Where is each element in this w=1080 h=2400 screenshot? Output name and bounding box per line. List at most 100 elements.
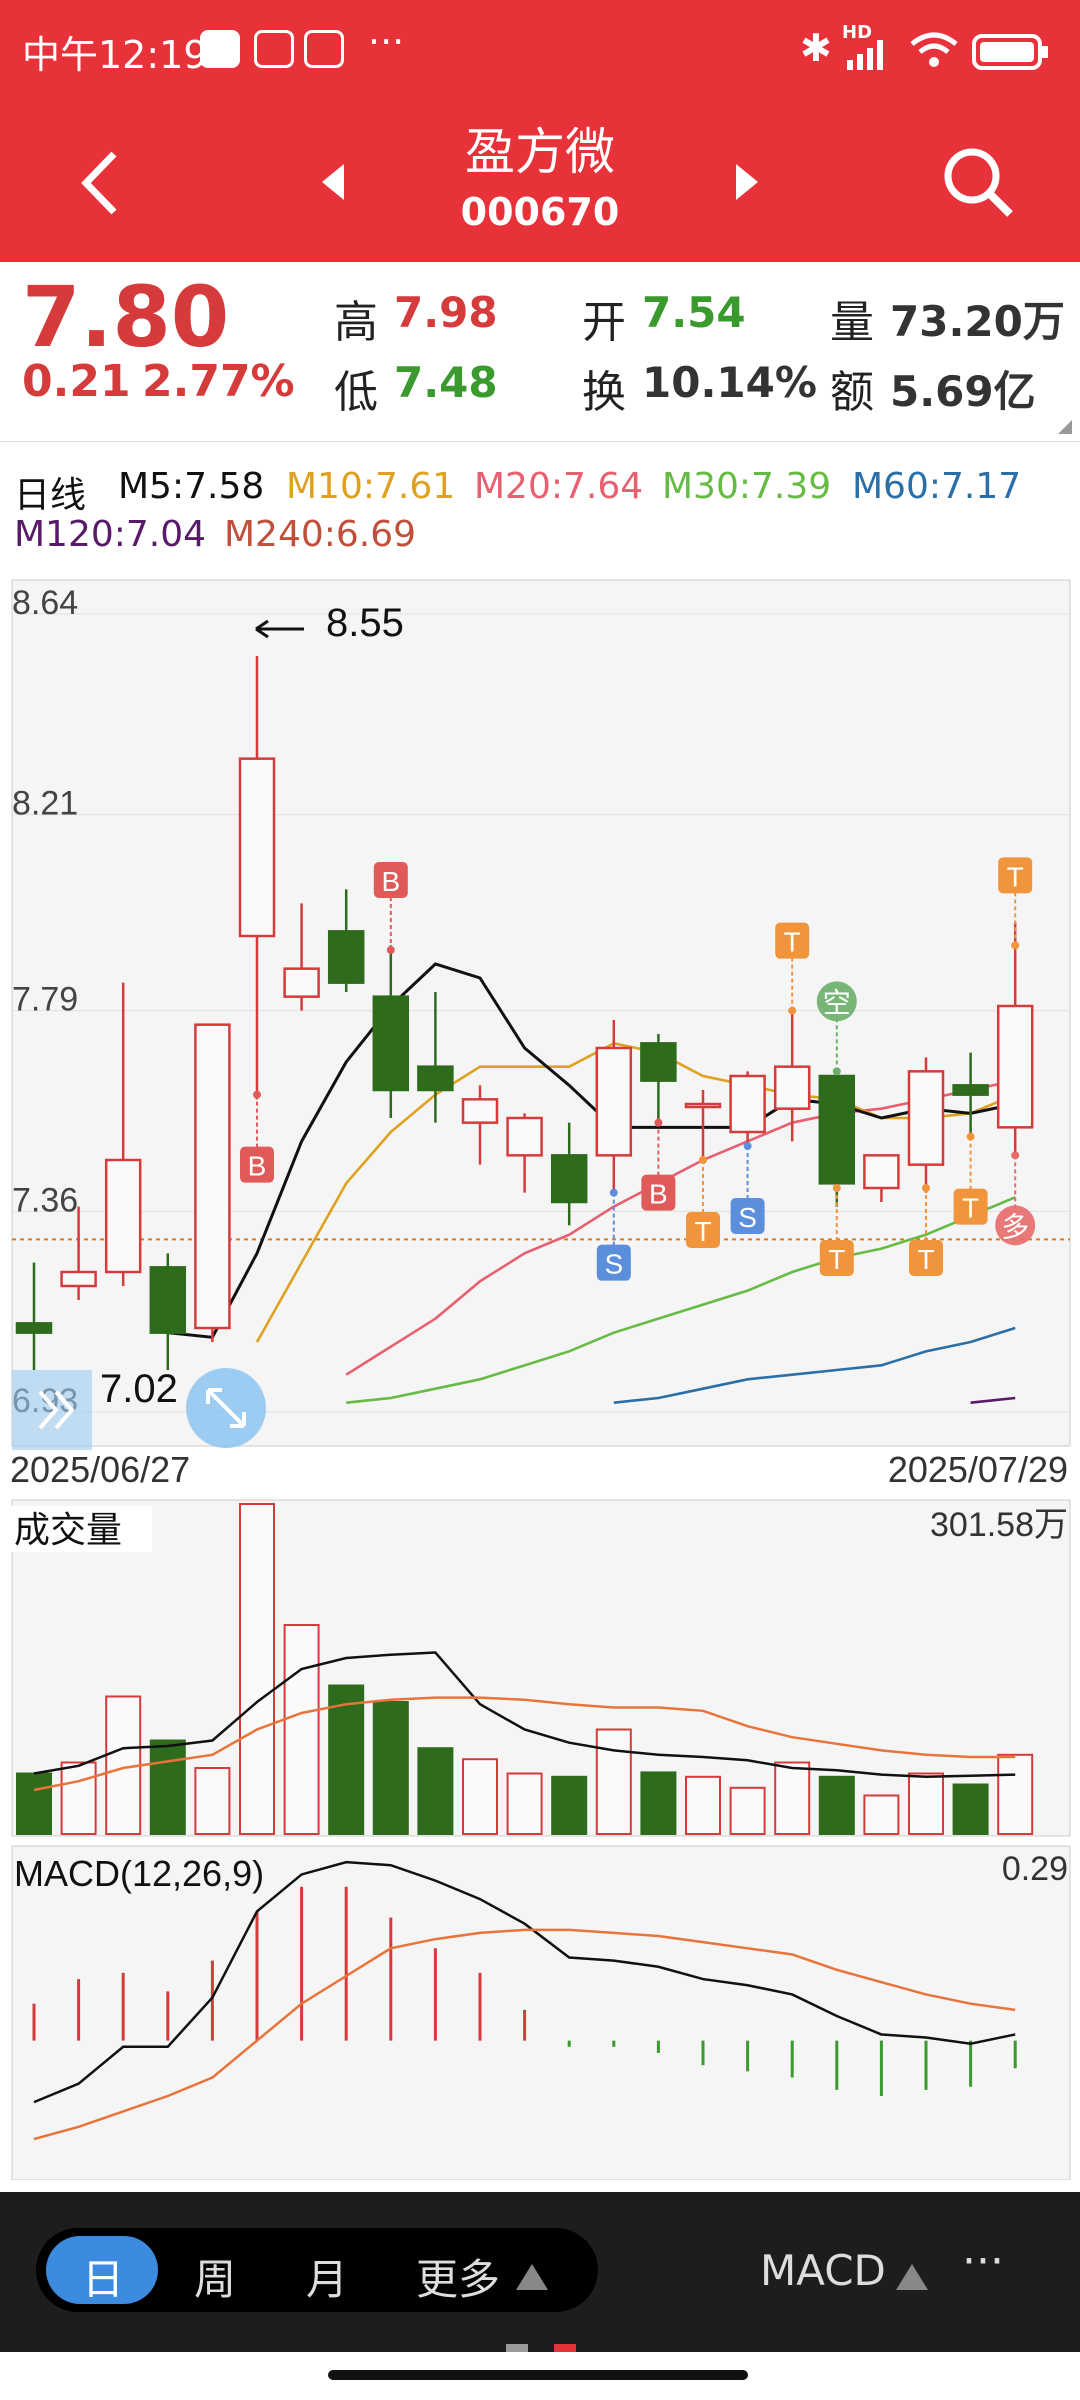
candle-up: [773, 1065, 811, 1110]
marker-dot: [743, 1142, 752, 1150]
current-price: 7.80: [22, 268, 230, 366]
m20-line: [345, 1079, 1016, 1376]
ma60-label: M60:7.17: [852, 466, 1022, 507]
more-options-icon[interactable]: ···: [962, 2236, 1004, 2287]
marker-dot: [788, 1006, 797, 1015]
marker-label: T: [1007, 861, 1024, 892]
candle-up: [907, 1070, 945, 1166]
date-start: 2025/06/27: [10, 1449, 190, 1490]
high-marker: 8.55: [326, 601, 404, 645]
macd-panel[interactable]: [11, 1845, 1071, 2180]
turnover-value: 10.14%: [642, 358, 817, 407]
tab-week[interactable]: 周: [194, 2255, 237, 2304]
search-icon[interactable]: [942, 146, 1016, 220]
volume-bar-up: [462, 1758, 498, 1835]
marker-badge: [953, 1188, 988, 1225]
stock-name: 盈方微: [465, 123, 615, 181]
indicator-triangle-icon: [896, 2264, 928, 2290]
candle-down: [952, 1084, 989, 1096]
candle-up: [863, 1154, 900, 1190]
y-tick-label: 8.64: [12, 584, 78, 622]
sidebar-toggle-button[interactable]: [12, 1370, 92, 1450]
high-label: 高: [334, 297, 378, 348]
amount-value: 5.69亿: [890, 367, 1036, 416]
vol_ma_b-line: [33, 1696, 1016, 1792]
marker-label: S: [604, 1249, 623, 1280]
open-label: 开: [582, 297, 626, 348]
candles: [15, 656, 1034, 1370]
expand-corner-icon[interactable]: [1056, 418, 1074, 436]
candle-down: [550, 1154, 588, 1204]
high-arrow-icon: [255, 619, 304, 639]
macd-lines: [33, 1860, 1016, 2141]
bottom-toolbar: 日 周 月 更多 MACD ···: [0, 2192, 1080, 2352]
marker-badge: [240, 1146, 274, 1183]
volume-bar-down: [372, 1701, 409, 1835]
marker-dot: [1011, 941, 1020, 950]
status-bar: 中午12:19 ··· ✱ HD: [0, 0, 1080, 100]
marker-badge: [816, 981, 857, 1022]
tab-more[interactable]: 更多: [416, 2255, 501, 2304]
page-indicator-inactive: [506, 2344, 528, 2352]
marker-badge: [596, 1244, 631, 1281]
m60-line: [613, 1326, 1016, 1404]
low-marker: 7.02: [100, 1367, 178, 1411]
volume-title-bg: [10, 1506, 152, 1552]
m5-line: [167, 962, 1016, 1339]
volume-bar-up: [908, 1772, 944, 1835]
candle-down: [417, 1065, 454, 1092]
volume-bar-up: [997, 1753, 1034, 1836]
marker-label: T: [917, 1244, 934, 1275]
volume-bar-down: [16, 1772, 52, 1835]
volume-bar-up: [60, 1761, 97, 1835]
candle-up: [104, 1158, 142, 1274]
candle-down: [640, 1042, 677, 1082]
tab-day[interactable]: 日: [82, 2255, 125, 2304]
low-value: 7.48: [394, 358, 498, 407]
date-end: 2025/07/29: [888, 1449, 1068, 1490]
volume-title: 成交量: [14, 1509, 122, 1550]
indicator-select[interactable]: MACD: [760, 2246, 886, 2295]
volume-bar-up: [194, 1767, 231, 1835]
vol_ma_a-line: [33, 1651, 1016, 1779]
marker-label: T: [828, 1244, 845, 1275]
volume-bar-down: [149, 1739, 186, 1835]
marker-label: 多: [1001, 1211, 1029, 1242]
marker-badge: [998, 857, 1033, 894]
home-indicator[interactable]: [328, 2370, 748, 2380]
candle-down: [149, 1266, 187, 1334]
marker-dot: [253, 1090, 261, 1099]
macd-max: 0.29: [1002, 1850, 1068, 1888]
marker-label: B: [248, 1151, 267, 1182]
marker-label: T: [784, 927, 801, 958]
volume-bar-down: [417, 1747, 454, 1835]
wifi-icon: [910, 32, 958, 67]
price-change: 0.21: [22, 356, 131, 407]
volume-bar-up: [283, 1624, 320, 1835]
signal-icon: [847, 40, 883, 70]
macd-title: MACD(12,26,9): [14, 1853, 264, 1894]
marker-label: T: [962, 1193, 979, 1224]
marker-label: S: [738, 1202, 757, 1233]
marker-badge: [730, 1198, 765, 1234]
back-icon[interactable]: [78, 148, 122, 218]
tab-month[interactable]: 月: [306, 2255, 349, 2304]
ma5-label: M5:7.58: [118, 466, 265, 507]
volume-bar-up: [729, 1786, 766, 1836]
prev-stock-icon[interactable]: [318, 162, 348, 202]
next-stock-icon[interactable]: [732, 162, 762, 202]
volume-bar-up: [863, 1794, 900, 1835]
ma-legend: 日线 M5:7.58 M10:7.61 M20:7.64 M30:7.39 M6…: [0, 450, 1080, 570]
candle-down: [15, 1322, 53, 1334]
bluetooth-icon: ✱: [800, 26, 832, 70]
period-label[interactable]: 日线: [14, 475, 87, 516]
marker-dot: [832, 1184, 841, 1192]
macd-histogram: [32, 1886, 1017, 2096]
volume-max: 301.58万: [930, 1506, 1068, 1544]
price-panel[interactable]: [11, 579, 1071, 1447]
paw-app-icon: [304, 30, 344, 68]
high-value: 7.98: [394, 288, 498, 337]
candle-down: [327, 930, 365, 984]
